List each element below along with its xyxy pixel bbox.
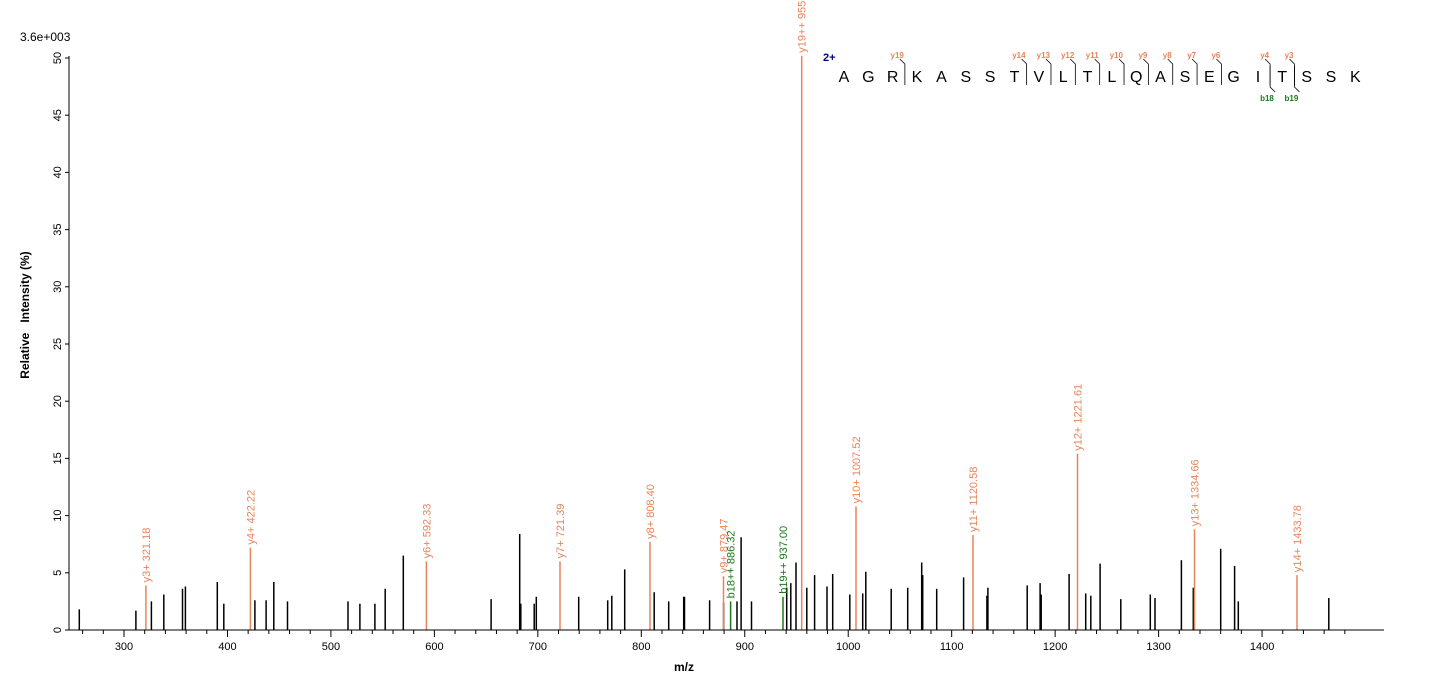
charge-state-label: 2+: [823, 52, 836, 64]
y-fragment-label: y4: [1260, 51, 1269, 60]
sequence-residue: T: [1277, 69, 1287, 86]
b-fragment-label: b18: [1260, 94, 1274, 103]
y_ion-peak-label: y4+ 422.22: [245, 490, 257, 545]
y_ion-peak-label: y3+ 321.18: [141, 528, 153, 583]
x-tick-label: 400: [218, 641, 236, 653]
x-tick-label: 300: [115, 641, 133, 653]
y_ion-peak-label: y7+ 721.39: [555, 504, 567, 559]
x-tick-label: 600: [425, 641, 443, 653]
y-tick-label: 35: [52, 223, 64, 235]
sequence-residue: G: [862, 69, 874, 86]
scale-label: 3.6e+003: [20, 30, 71, 44]
y-fragment-mark: [1216, 58, 1222, 85]
y-fragment-label: y12: [1061, 51, 1075, 60]
y-fragment-mark: [1143, 58, 1149, 85]
y-fragment-label: y14: [1012, 51, 1026, 60]
sequence-residue: R: [887, 69, 899, 86]
y-fragment-label: y3: [1285, 51, 1294, 60]
y-tick-label: 40: [52, 166, 64, 178]
sequence-residue: A: [936, 69, 947, 86]
y-fragment-mark: [1264, 58, 1271, 85]
y-tick-label: 5: [52, 570, 64, 576]
y_ion-peak-label: y14+ 1433.78: [1292, 505, 1304, 572]
x-tick-label: 700: [529, 641, 547, 653]
y-tick-label: 25: [52, 338, 64, 350]
sequence-residue: S: [960, 69, 971, 86]
x-tick-label: 1400: [1250, 641, 1274, 653]
y_ion-peak-label: y9+ 879.47: [719, 518, 731, 573]
y-fragment-label: y7: [1187, 51, 1196, 60]
x-tick-label: 500: [322, 641, 340, 653]
y-fragment-label: y10: [1110, 51, 1124, 60]
sequence-residue: A: [1155, 69, 1166, 86]
y-fragment-mark: [1191, 58, 1198, 85]
sequence-residue: G: [1227, 69, 1239, 86]
b-fragment-label: b19: [1285, 94, 1299, 103]
y-tick-label: 45: [52, 109, 64, 121]
y-fragment-mark: [1167, 58, 1174, 85]
peak-labels-layer: y3+ 321.18 y4+ 422.22 y6+ 592.33 y7+ 721.39…: [141, 0, 1304, 598]
y-tick-label: 15: [52, 452, 64, 464]
sequence-residue: T: [1010, 69, 1020, 86]
b-fragment-mark: [1294, 66, 1300, 93]
sequence-residue: I: [1256, 69, 1260, 86]
x-tick-label: 900: [736, 641, 754, 653]
x-tick-label: 1100: [940, 641, 964, 653]
y-fragment-label: y6: [1211, 51, 1220, 60]
y-fragment-mark: [1021, 58, 1028, 85]
x-tick-label: 1200: [1043, 641, 1067, 653]
x-tick-label: 1300: [1146, 641, 1170, 653]
y-fragment-mark: [1094, 58, 1101, 85]
sequence-residue: T: [1083, 69, 1093, 86]
sequence-residue: S: [985, 69, 996, 86]
sequence-residue: V: [1033, 69, 1044, 86]
sequence-residue: A: [839, 69, 850, 86]
y_ion-peak-label: y13+ 1334.66: [1190, 459, 1202, 526]
sequence-residue: S: [1301, 69, 1312, 86]
sequence-residue: S: [1180, 69, 1191, 86]
axes-layer: 0 5 10 15 20 25 30 35 40 45 50 300 400 500 600 700 800 90…: [52, 52, 1384, 653]
y_ion-peak-label: y6+ 592.33: [421, 504, 433, 559]
b-fragment-mark: [1269, 66, 1276, 93]
y-tick-label: 10: [52, 509, 64, 521]
y-tick-label: 0: [52, 627, 64, 633]
y_ion-peak-label: y11+ 1120.58: [968, 467, 980, 532]
y-fragment-mark: [1289, 58, 1295, 85]
y-tick-label: 20: [52, 395, 64, 407]
sequence-residue: E: [1204, 69, 1215, 86]
b_ion-peak-label: b19++ 937.00: [778, 526, 790, 594]
y-axis-label: Relative Intensity (%): [18, 251, 32, 378]
x-axis-label: m/z: [674, 660, 694, 674]
x-tick-label: 1000: [836, 641, 860, 653]
y-fragment-label: y9: [1138, 51, 1147, 60]
y_ion-peak-label: y8+ 808.40: [645, 484, 657, 539]
y-fragment-mark: [1045, 58, 1052, 85]
peaks-layer: [78, 55, 1330, 630]
y-fragment-mark: [1118, 58, 1125, 85]
y-fragment-label: y13: [1037, 51, 1051, 60]
x-tick-label: 800: [632, 641, 650, 653]
y-fragment-label: y8: [1163, 51, 1172, 60]
sequence-residue: L: [1059, 69, 1068, 86]
y-fragment-mark: [1070, 58, 1076, 85]
y_ion-peak-label: y12+ 1221.61: [1073, 384, 1085, 451]
sequence-residue: S: [1326, 69, 1337, 86]
sequence-residue: L: [1107, 69, 1116, 86]
y-fragment-label: y19: [891, 51, 905, 60]
y_ion-peak-label: y10+ 1007.52: [851, 436, 863, 503]
y_ion-peak-label: y19++ 955.02: [797, 0, 809, 53]
y-tick-label: 50: [52, 52, 64, 64]
y-tick-label: 30: [52, 281, 64, 293]
sequence-residue: K: [1350, 69, 1361, 86]
y-fragment-mark: [899, 58, 906, 85]
sequence-residue: K: [912, 69, 923, 86]
b_ion-peak-label: b18++ 886.32: [726, 530, 738, 598]
sequence-residue: Q: [1130, 69, 1142, 86]
y-fragment-label: y11: [1086, 51, 1099, 60]
